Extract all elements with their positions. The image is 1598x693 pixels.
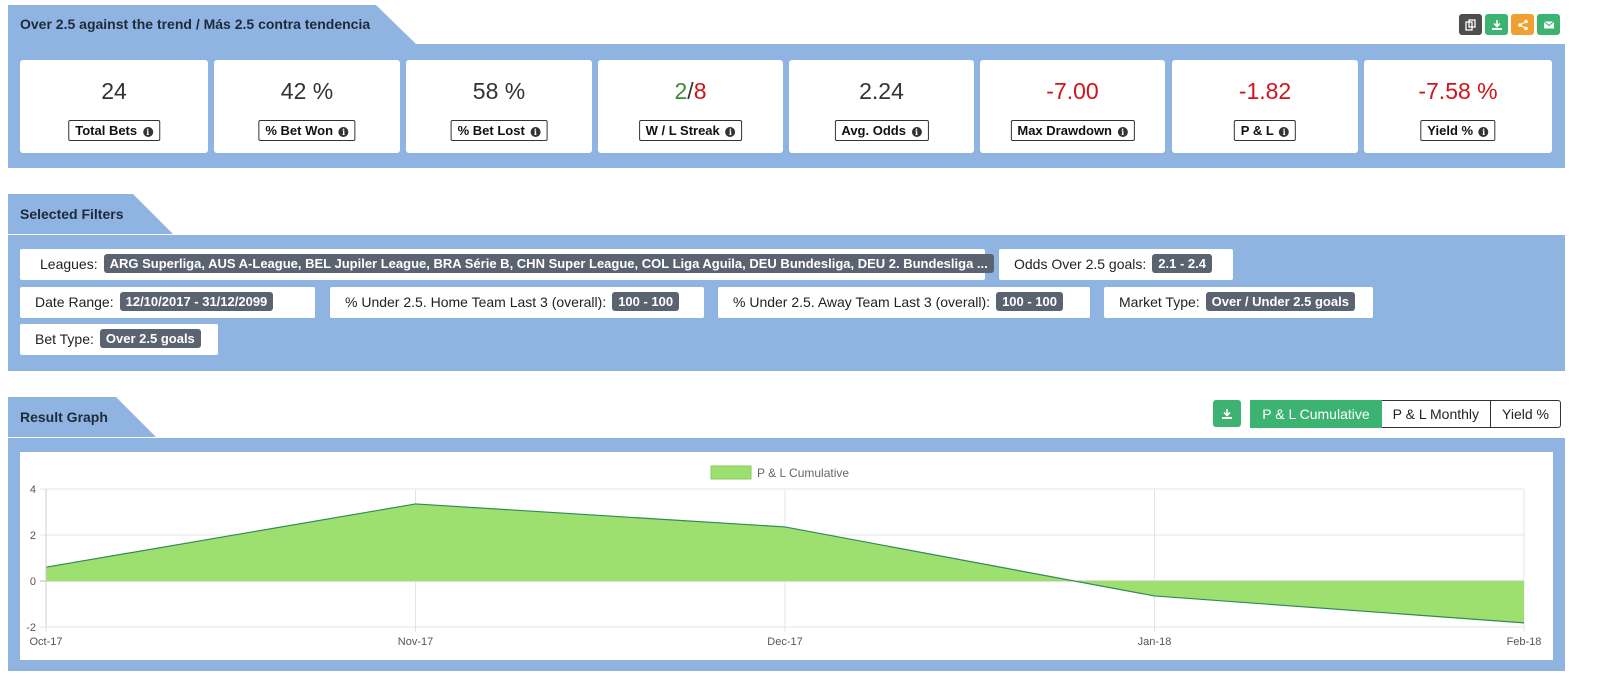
download-chart-button[interactable] bbox=[1213, 400, 1242, 427]
info-icon[interactable]: i bbox=[1279, 127, 1290, 137]
filter-label: Date Range: bbox=[35, 294, 114, 310]
stat-max-drawdown: -7.00 Max Drawdown i bbox=[980, 60, 1165, 153]
filter-value: 100 - 100 bbox=[612, 292, 680, 311]
stat-label-button[interactable]: Yield % i bbox=[1420, 120, 1496, 141]
filter-market-type: Market Type: Over / Under 2.5 goals bbox=[1104, 287, 1373, 318]
pl-chart: -2 0 2 4 Oct-17 Nov-17 Dec-17 Jan-18 Feb-18 P & … bbox=[26, 465, 1541, 648]
stat-value: 2/8 bbox=[598, 78, 783, 105]
y-tick-label: 0 bbox=[30, 576, 36, 588]
filter-value: Over 2.5 goals bbox=[99, 329, 201, 348]
stat-label: Avg. Odds bbox=[841, 123, 906, 138]
download-icon bbox=[1222, 408, 1233, 419]
stat-label: W / L Streak bbox=[645, 123, 720, 138]
stat-label-button[interactable]: Avg. Odds i bbox=[834, 120, 929, 141]
info-icon[interactable]: i bbox=[530, 127, 541, 137]
filter-leagues: Leagues: ARG Superliga, AUS A-League, BEL… bbox=[20, 249, 994, 280]
x-tick-label: Jan-18 bbox=[1138, 636, 1172, 648]
stat-bet-won: 42 % % Bet Won i bbox=[214, 60, 400, 153]
legend-label: P & L Cumulative bbox=[757, 466, 849, 480]
stat-label: Total Bets bbox=[75, 123, 138, 138]
filter-home-under: % Under 2.5. Home Team Last 3 (overall):… bbox=[330, 287, 704, 318]
stat-wl-streak: 2/8 W / L Streak i bbox=[598, 60, 783, 153]
graph-title: Result Graph bbox=[8, 397, 156, 437]
summary-title: Over 2.5 against the trend / Más 2.5 con… bbox=[8, 5, 416, 44]
summary-panel: 24 Total Bets i 42 % % Bet Won i 58 % % … bbox=[8, 44, 1565, 168]
stat-bet-lost: 58 % % Bet Lost i bbox=[406, 60, 592, 153]
stat-label-button[interactable]: Total Bets i bbox=[68, 120, 160, 141]
win-streak: 2 bbox=[674, 78, 688, 104]
stat-label-button[interactable]: W / L Streak i bbox=[638, 120, 743, 141]
info-icon[interactable]: i bbox=[725, 127, 736, 137]
stat-total-bets: 24 Total Bets i bbox=[20, 60, 208, 153]
x-tick-label: Oct-17 bbox=[29, 636, 62, 648]
filter-value: 12/10/2017 - 31/12/2099 bbox=[119, 292, 274, 311]
stat-pl: -1.82 P & L i bbox=[1172, 60, 1358, 153]
stat-label-button[interactable]: Max Drawdown i bbox=[1010, 120, 1135, 141]
y-tick-label: 4 bbox=[30, 484, 36, 496]
stat-label-button[interactable]: P & L i bbox=[1233, 120, 1297, 141]
share-icon[interactable] bbox=[1511, 14, 1534, 35]
x-tick-label: Dec-17 bbox=[767, 636, 802, 648]
info-icon[interactable]: i bbox=[338, 127, 349, 137]
graph-controls: P & L Cumulative P & L Monthly Yield % bbox=[1213, 400, 1561, 428]
filter-value: ARG Superliga, AUS A-League, BEL Jupiler… bbox=[103, 254, 994, 273]
stat-value: -7.58 % bbox=[1418, 78, 1498, 104]
stat-avg-odds: 2.24 Avg. Odds i bbox=[789, 60, 974, 153]
stat-label-button[interactable]: % Bet Lost i bbox=[450, 120, 548, 141]
filter-value: 100 - 100 bbox=[996, 292, 1063, 311]
axes: -2 0 2 4 Oct-17 Nov-17 Dec-17 Jan-18 Feb-18 bbox=[26, 484, 1541, 648]
stat-label: Max Drawdown bbox=[1017, 123, 1112, 138]
email-icon[interactable] bbox=[1537, 14, 1560, 35]
stat-label: P & L bbox=[1240, 123, 1274, 138]
stat-yield: -7.58 % Yield % i bbox=[1364, 60, 1552, 153]
stat-label: % Bet Won bbox=[265, 123, 334, 138]
stat-value: -7.00 bbox=[1046, 78, 1099, 104]
filter-label: % Under 2.5. Away Team Last 3 (overall): bbox=[733, 294, 991, 310]
info-icon[interactable]: i bbox=[142, 127, 153, 137]
copy-icon[interactable] bbox=[1459, 14, 1482, 35]
filter-value: 2.1 - 2.4 bbox=[1152, 254, 1212, 273]
filter-label: Market Type: bbox=[1119, 294, 1200, 310]
filters-panel: Leagues: ARG Superliga, AUS A-League, BEL… bbox=[8, 235, 1565, 371]
stat-label: % Bet Lost bbox=[457, 123, 525, 138]
yield-button[interactable]: Yield % bbox=[1491, 400, 1561, 428]
x-tick-label: Feb-18 bbox=[1507, 636, 1542, 648]
filter-label: Leagues: bbox=[40, 256, 98, 272]
y-tick-label: 2 bbox=[30, 530, 36, 542]
series-area bbox=[45, 503, 1525, 624]
chart-area: -2 0 2 4 Oct-17 Nov-17 Dec-17 Jan-18 Feb-18 P & … bbox=[20, 452, 1553, 660]
area-fill bbox=[46, 503, 1524, 623]
filter-odds: Odds Over 2.5 goals: 2.1 - 2.4 bbox=[999, 249, 1233, 280]
filter-away-under: % Under 2.5. Away Team Last 3 (overall):… bbox=[718, 287, 1090, 318]
stat-label: Yield % bbox=[1427, 123, 1474, 138]
pl-cumulative-button[interactable]: P & L Cumulative bbox=[1250, 400, 1382, 428]
stat-value: 58 % bbox=[472, 78, 526, 104]
stat-value: 2.24 bbox=[859, 78, 904, 104]
stat-value: -1.82 bbox=[1238, 78, 1292, 104]
info-icon[interactable]: i bbox=[1117, 127, 1128, 137]
info-icon[interactable]: i bbox=[1478, 127, 1489, 137]
loss-streak: 8 bbox=[693, 78, 707, 104]
filter-label: Bet Type: bbox=[35, 331, 94, 347]
info-icon[interactable]: i bbox=[911, 127, 922, 137]
x-tick-label: Nov-17 bbox=[398, 636, 433, 648]
summary-actions bbox=[1459, 14, 1560, 35]
download-icon[interactable] bbox=[1485, 14, 1508, 35]
stat-value: 24 bbox=[101, 78, 127, 104]
filter-label: Odds Over 2.5 goals: bbox=[1014, 256, 1147, 272]
legend-swatch bbox=[710, 465, 752, 480]
graph-panel: -2 0 2 4 Oct-17 Nov-17 Dec-17 Jan-18 Feb-18 P & … bbox=[8, 438, 1565, 671]
filter-bet-type: Bet Type: Over 2.5 goals bbox=[20, 324, 218, 355]
y-tick-label: -2 bbox=[26, 622, 36, 634]
stat-value: 42 % bbox=[280, 78, 334, 104]
filter-label: % Under 2.5. Home Team Last 3 (overall): bbox=[345, 294, 607, 310]
legend[interactable]: P & L Cumulative bbox=[710, 465, 849, 480]
streak-separator: / bbox=[687, 78, 694, 104]
pl-monthly-button[interactable]: P & L Monthly bbox=[1381, 400, 1492, 428]
filter-date-range: Date Range: 12/10/2017 - 31/12/2099 bbox=[20, 287, 315, 318]
filters-title: Selected Filters bbox=[8, 194, 173, 234]
stat-label-button[interactable]: % Bet Won i bbox=[258, 120, 356, 141]
filter-value: Over / Under 2.5 goals bbox=[1205, 292, 1355, 311]
